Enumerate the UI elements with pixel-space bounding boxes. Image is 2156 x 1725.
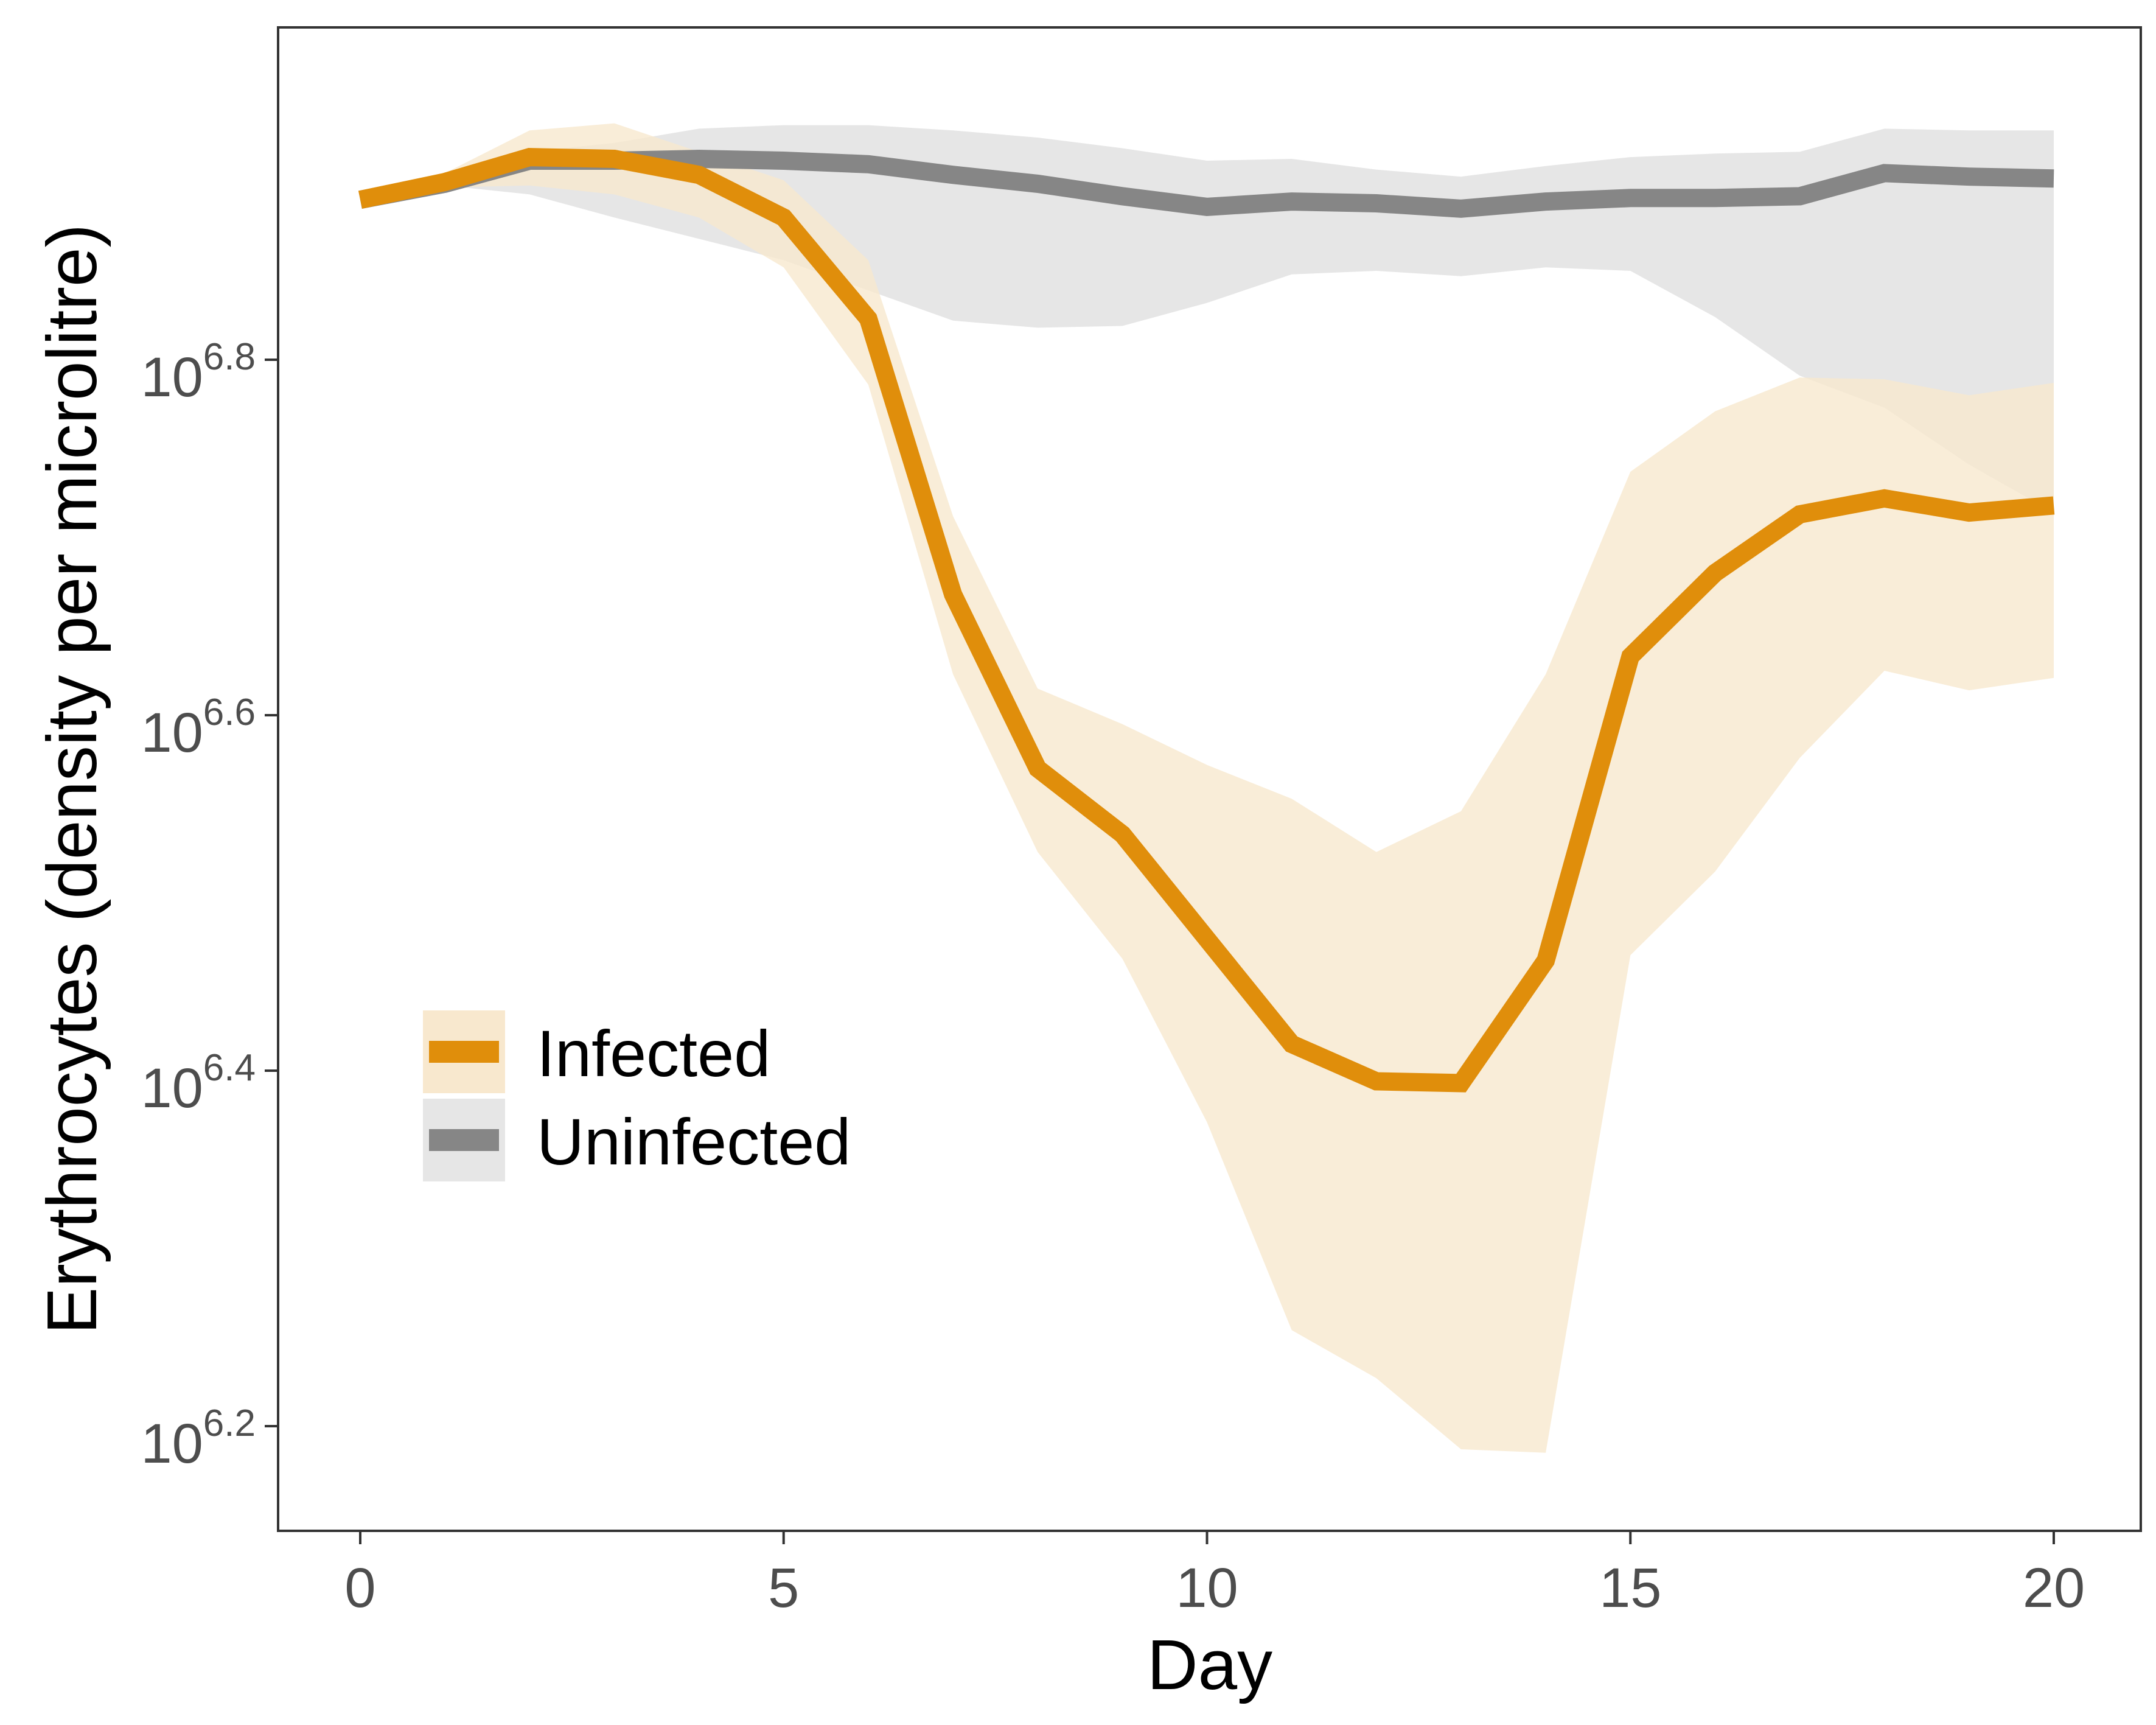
y-axis-title: Erythrocytes (density per microlitre) [32, 224, 111, 1334]
x-axis: 0 5 10 15 20 [344, 1531, 2085, 1619]
x-tick-label: 20 [2023, 1557, 2085, 1619]
line-infected [358, 148, 2055, 1093]
x-tick-label: 5 [768, 1557, 799, 1619]
x-tick-label: 15 [1599, 1557, 1661, 1619]
legend-label-uninfected: Uninfected [537, 1105, 851, 1178]
ribbon-infected [360, 123, 2054, 1453]
plot-panel-border [277, 26, 2142, 1532]
legend: Infected Uninfected [423, 1010, 851, 1181]
x-tick-label: 10 [1176, 1557, 1238, 1619]
legend-label-infected: Infected [537, 1016, 770, 1090]
y-tick-label: 106.4 [141, 1047, 256, 1119]
y-axis: 106.2 106.4 106.6 106.8 [141, 336, 278, 1475]
y-tick-label: 106.2 [141, 1402, 256, 1475]
y-tick-label: 106.8 [141, 336, 256, 408]
x-tick-label: 0 [344, 1557, 375, 1619]
x-axis-title: Day [1147, 1625, 1272, 1704]
series-lines [358, 148, 2055, 1093]
y-tick-label: 106.6 [141, 691, 256, 764]
